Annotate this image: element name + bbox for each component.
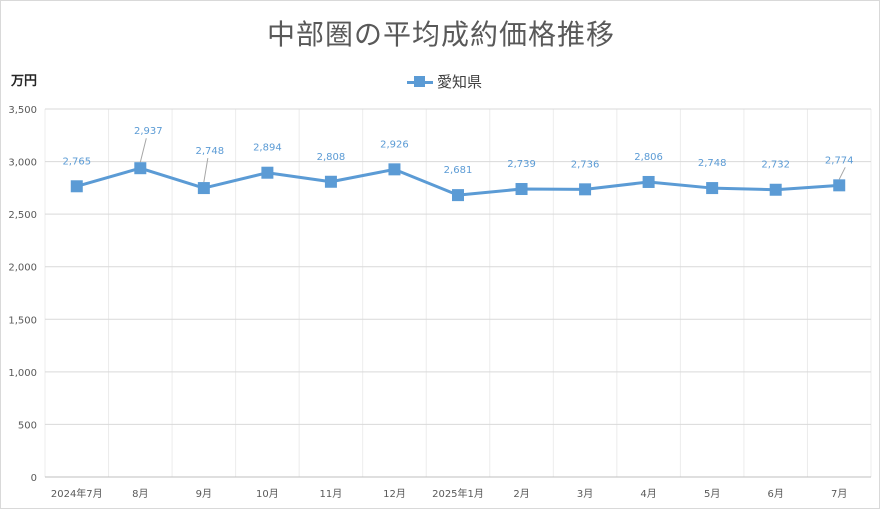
y-tick-label: 500 xyxy=(18,420,37,431)
y-tick-label: 2,500 xyxy=(8,210,37,221)
data-label: 2,681 xyxy=(444,165,473,176)
y-tick-label: 3,000 xyxy=(8,158,37,169)
data-label: 2,926 xyxy=(380,139,409,150)
data-label: 2,739 xyxy=(507,159,536,170)
x-tick-label: 7月 xyxy=(831,488,847,500)
data-label: 2,937 xyxy=(134,126,163,137)
y-tick-label: 2,000 xyxy=(8,263,37,274)
data-label: 2,732 xyxy=(761,160,790,171)
data-label: 2,736 xyxy=(571,159,600,170)
label-leader-line xyxy=(139,138,147,163)
x-tick-label: 12月 xyxy=(383,488,406,500)
x-tick-label: 3月 xyxy=(577,488,593,500)
label-leader-line xyxy=(838,167,846,180)
x-tick-label: 6月 xyxy=(768,488,784,500)
data-point-marker xyxy=(642,175,655,188)
data-point-marker xyxy=(388,163,401,176)
x-tick-label: 4月 xyxy=(640,488,656,500)
x-tick-label: 11月 xyxy=(320,488,343,500)
data-label: 2,894 xyxy=(253,143,282,154)
data-point-marker xyxy=(261,166,274,179)
y-axis-unit-label: 万円 xyxy=(11,74,38,89)
data-point-marker xyxy=(134,162,147,175)
data-label: 2,765 xyxy=(62,156,91,167)
x-tick-label: 10月 xyxy=(256,488,279,500)
legend-label: 愛知県 xyxy=(437,73,483,91)
y-tick-label: 1,500 xyxy=(8,315,37,326)
legend: 愛知県 xyxy=(407,71,482,92)
data-point-marker xyxy=(515,183,528,196)
x-tick-label: 9月 xyxy=(196,488,212,500)
data-point-marker xyxy=(769,183,782,196)
label-leader-line xyxy=(203,157,209,183)
data-label: 2,748 xyxy=(196,146,225,157)
x-tick-label: 2024年7月 xyxy=(51,487,103,500)
data-label: 2,748 xyxy=(698,158,727,169)
data-label: 2,806 xyxy=(634,152,663,163)
x-tick-label: 5月 xyxy=(704,488,720,500)
x-tick-label: 2025年1月 xyxy=(432,487,484,500)
x-tick-label: 8月 xyxy=(132,488,148,500)
data-point-marker xyxy=(833,179,846,192)
data-point-marker xyxy=(324,175,337,188)
y-tick-label: 0 xyxy=(31,473,37,484)
x-tick-label: 2月 xyxy=(513,488,529,500)
data-point-marker xyxy=(706,182,719,195)
data-label: 2,808 xyxy=(317,152,346,163)
data-point-marker xyxy=(452,189,464,202)
chart-title: 中部圏の平均成約価格推移 xyxy=(266,18,615,51)
data-label: 2,774 xyxy=(825,155,854,166)
legend-marker-icon xyxy=(407,75,433,89)
y-tick-label: 1,000 xyxy=(8,368,37,379)
data-point-marker xyxy=(197,182,210,195)
data-point-marker xyxy=(70,180,83,193)
data-point-marker xyxy=(579,183,592,196)
y-tick-label: 3,500 xyxy=(8,105,37,116)
